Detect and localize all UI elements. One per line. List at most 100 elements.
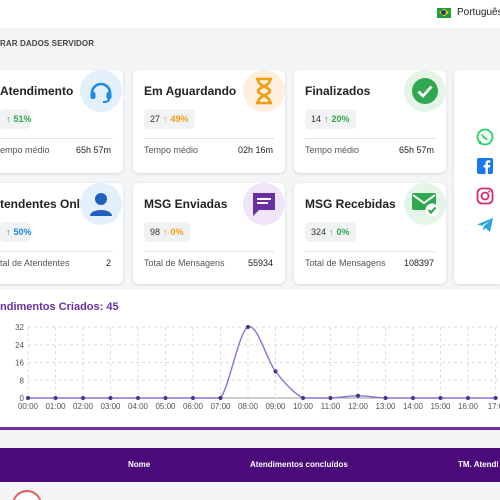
trend-percent: 0%: [170, 227, 184, 237]
arrow-up-icon: ↑: [6, 227, 11, 237]
metric-label: Tempo médio: [305, 145, 360, 155]
data-point: [273, 369, 278, 374]
x-tick-label: 09:00: [265, 402, 286, 411]
x-tick-label: 10:00: [293, 402, 314, 411]
y-tick-label: 8: [20, 376, 25, 385]
metric-value: 55934: [247, 258, 273, 268]
arrow-up-icon: ↑: [329, 227, 334, 237]
trend-count: 324: [311, 227, 327, 237]
card-finalizados: Finalizados 14 ↑ 20% Tempo médio 65h 57m: [294, 70, 446, 173]
y-tick-label: 16: [15, 359, 24, 368]
data-point: [191, 396, 195, 400]
column-header-nome[interactable]: Nome: [128, 460, 151, 469]
data-point: [108, 396, 113, 400]
trend-pill: ↑ 51%: [0, 109, 32, 129]
x-tick-label: 14:00: [403, 402, 424, 411]
metric-value: 65h 57m: [398, 145, 434, 155]
trend-pill: 27 ↑ 49%: [144, 109, 195, 129]
trend-count: 98: [150, 227, 161, 237]
metric-label: tal de Atendentes: [0, 258, 70, 268]
trend-pill: 98 ↑ 0%: [144, 222, 190, 242]
trend-count: 27: [150, 114, 161, 124]
card-title: Em Aguardando: [144, 84, 237, 98]
data-point: [411, 396, 415, 400]
card-title: Atendimento: [0, 84, 74, 98]
column-header-atendimentos-concluidos[interactable]: Atendimentos concluídos: [250, 460, 348, 469]
table-header: Nome Atendimentos concluídos TM. Atendi: [0, 448, 500, 482]
headset-icon: [80, 70, 122, 112]
message-icon: [243, 183, 285, 225]
x-tick-label: 11:00: [321, 402, 341, 411]
x-tick-label: 02:00: [73, 402, 94, 411]
data-point: [26, 396, 30, 400]
card-title: Finalizados: [305, 84, 371, 98]
language-selector[interactable]: Português: [437, 7, 500, 18]
data-point: [136, 396, 140, 400]
data-point: [163, 396, 168, 400]
x-tick-label: 16:00: [458, 402, 479, 411]
data-point: [383, 396, 388, 400]
data-point: [81, 396, 85, 400]
trend-percent: 50%: [13, 227, 32, 237]
card-atendimento: Atendimento ↑ 51% empo médio 65h 57m: [0, 70, 123, 173]
chart-card: ndimentos Criados: 45 0 8 16 24 32 00:00 01:00…: [0, 290, 500, 430]
x-tick-label: 05:00: [155, 402, 176, 411]
mail-check-icon: [404, 183, 446, 225]
social-channels-panel: [454, 70, 500, 284]
page-subheader: RAR DADOS SERVIDOR: [0, 39, 95, 48]
avatar: [12, 490, 42, 500]
x-tick-label: 15:00: [430, 402, 451, 411]
telegram-icon[interactable]: [476, 216, 494, 234]
metric-label: Tempo médio: [144, 145, 199, 155]
card-atendentes-online: tendentes Online ↑ 50% tal de Atendentes…: [0, 183, 123, 284]
x-tick-label: 17:0: [488, 402, 500, 411]
language-label: Português: [457, 7, 500, 18]
x-tick-label: 01:00: [45, 402, 66, 411]
whatsapp-icon[interactable]: [476, 128, 494, 146]
x-tick-label: 06:00: [183, 402, 204, 411]
card-title: tendentes Online: [0, 197, 98, 211]
trend-pill: ↑ 50%: [0, 222, 32, 242]
trend-pill: 14 ↑ 20%: [305, 109, 356, 129]
data-point: [301, 396, 305, 400]
divider: [0, 251, 113, 252]
y-tick-label: 32: [15, 323, 24, 332]
y-tick-label: 0: [20, 394, 25, 403]
facebook-icon[interactable]: [476, 157, 494, 175]
person-icon: [80, 183, 122, 225]
data-point: [218, 396, 223, 400]
x-tick-label: 13:00: [375, 402, 396, 411]
arrow-up-icon: ↑: [6, 114, 11, 124]
card-em-aguardando: Em Aguardando 27 ↑ 49% Tempo médio 02h 1…: [133, 70, 285, 173]
card-title: MSG Recebidas: [305, 197, 396, 211]
data-point: [328, 396, 333, 400]
x-tick-label: 03:00: [100, 402, 121, 411]
arrow-up-icon: ↑: [163, 227, 168, 237]
trend-count: 14: [311, 114, 322, 124]
divider: [144, 138, 274, 139]
divider: [0, 138, 113, 139]
trend-percent: 49%: [170, 114, 189, 124]
instagram-icon[interactable]: [476, 187, 494, 205]
card-msg-recebidas: MSG Recebidas 324 ↑ 0% Total de Mensagen…: [294, 183, 446, 284]
metric-value: 108397: [403, 258, 434, 268]
metric-value: 2: [105, 258, 111, 268]
column-header-tm-atendimento[interactable]: TM. Atendi: [458, 460, 499, 469]
card-title: MSG Enviadas: [144, 197, 228, 211]
metric-value: 02h 16m: [237, 145, 273, 155]
data-point: [466, 396, 470, 400]
trend-percent: 20%: [331, 114, 350, 124]
x-tick-label: 04:00: [128, 402, 149, 411]
metric-value: 65h 57m: [75, 145, 111, 155]
check-circle-icon: [404, 70, 446, 112]
trend-percent: 51%: [13, 114, 32, 124]
hourglass-icon: [243, 70, 285, 112]
trend-percent: 0%: [336, 227, 350, 237]
y-tick-label: 24: [15, 341, 24, 350]
arrow-up-icon: ↑: [163, 114, 168, 124]
divider: [305, 138, 435, 139]
top-bar: Português: [0, 0, 500, 28]
metric-label: Total de Mensagens: [305, 258, 386, 268]
data-point: [246, 325, 250, 329]
trend-pill: 324 ↑ 0%: [305, 222, 356, 242]
